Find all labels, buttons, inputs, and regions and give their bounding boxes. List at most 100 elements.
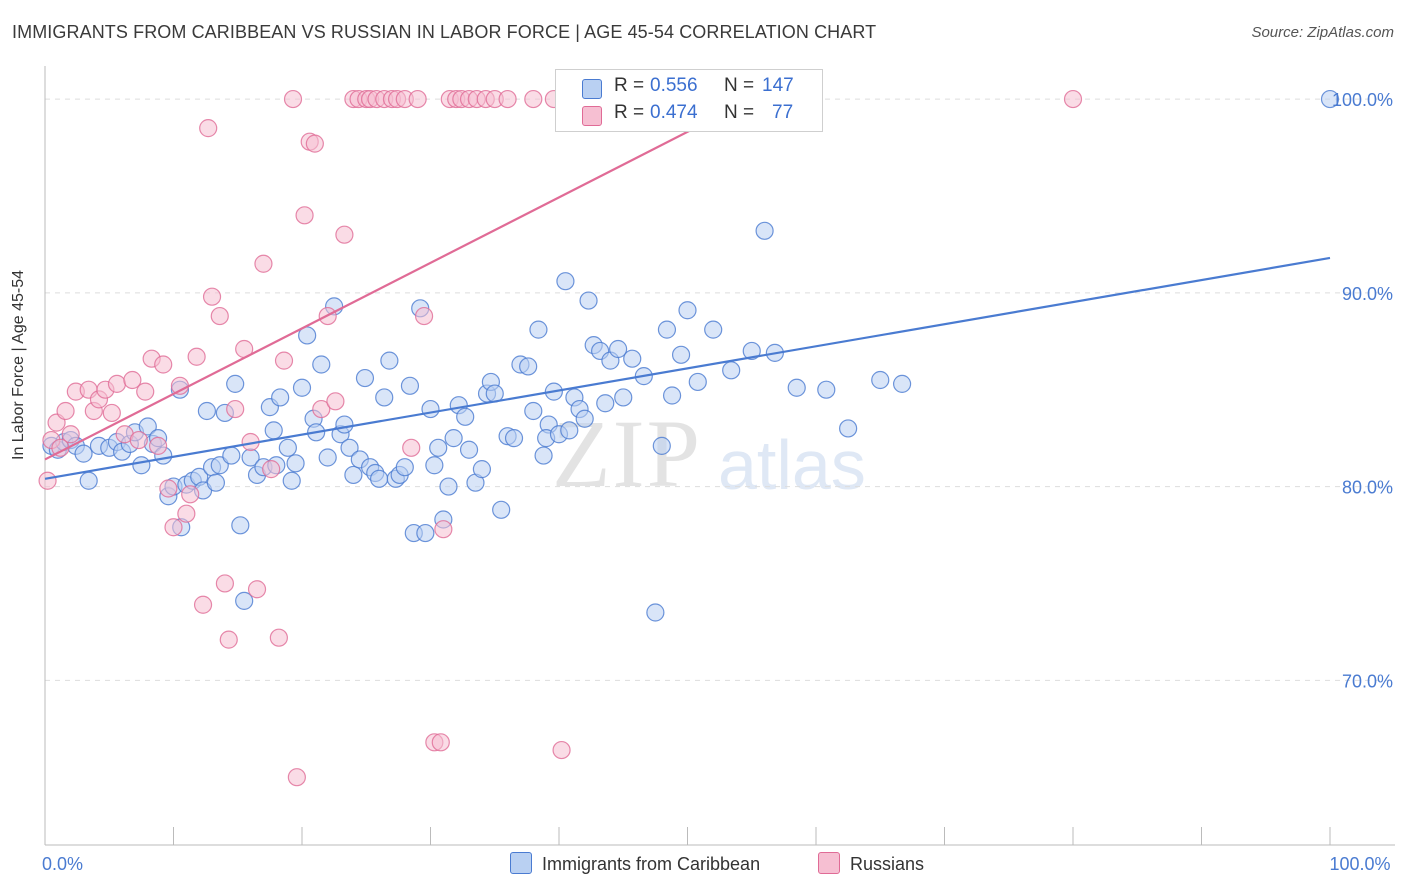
legend-r-value: 0.474 <box>650 102 698 123</box>
data-point <box>222 446 241 465</box>
data-point <box>210 456 229 475</box>
data-point <box>226 374 245 393</box>
data-point <box>102 403 121 423</box>
bottom-legend-caribbean: Immigrants from Caribbean <box>510 852 760 876</box>
data-point <box>652 436 671 455</box>
data-point <box>370 469 389 488</box>
data-point <box>704 320 723 339</box>
data-point <box>123 370 142 390</box>
data-point <box>138 417 157 436</box>
data-point <box>755 221 774 240</box>
legend-n-value: 147 <box>762 75 794 96</box>
x-tick-label: 0.0% <box>42 854 83 874</box>
legend-swatch-russians <box>582 106 602 126</box>
data-point <box>408 89 427 109</box>
trend-lines <box>44 98 1331 480</box>
data-point <box>274 351 294 370</box>
data-point <box>534 446 553 465</box>
data-point <box>247 580 267 599</box>
data-point <box>524 89 543 109</box>
bottom-legend-label: Russians <box>850 854 925 874</box>
watermark-atlas: atlas <box>718 426 866 504</box>
data-point <box>264 421 283 440</box>
data-point <box>148 436 168 455</box>
data-point <box>305 134 324 153</box>
data-point <box>444 429 463 448</box>
data-point <box>340 438 359 457</box>
data-point <box>402 438 421 457</box>
data-point <box>439 477 458 496</box>
data-point <box>529 320 548 339</box>
data-point <box>609 339 628 359</box>
data-point <box>416 523 435 543</box>
data-point <box>839 419 858 438</box>
data-point <box>177 504 196 523</box>
data-point <box>560 421 579 440</box>
data-point <box>425 456 444 475</box>
data-point <box>292 378 312 397</box>
data-point <box>164 518 183 537</box>
data-point <box>262 460 281 479</box>
data-point <box>434 520 453 539</box>
data-point <box>202 287 222 306</box>
data-point <box>344 465 363 485</box>
data-point <box>129 430 148 450</box>
data-point <box>519 357 538 376</box>
data-point <box>335 415 354 434</box>
bottom-legend-label: Immigrants from Caribbean <box>542 854 761 874</box>
data-point <box>231 516 250 535</box>
data-point <box>187 347 206 366</box>
data-point <box>219 630 238 649</box>
bottom-legend-swatch-russians <box>818 852 840 874</box>
legend-n-label: N = <box>724 75 755 96</box>
data-point <box>283 89 303 109</box>
data-point <box>107 374 127 393</box>
data-point <box>159 479 178 498</box>
data-point <box>318 448 337 467</box>
data-point <box>226 399 245 419</box>
data-point <box>395 458 414 477</box>
data-point <box>269 628 288 647</box>
data-point <box>414 306 434 326</box>
data-point <box>678 301 697 320</box>
series-caribbean-points <box>42 89 1340 622</box>
data-point <box>1063 89 1083 109</box>
source-label: Source: ZipAtlas.com <box>1251 24 1394 41</box>
data-point <box>154 355 173 374</box>
data-point <box>295 206 314 225</box>
data-point <box>688 372 707 392</box>
data-point <box>355 368 375 388</box>
data-point <box>657 320 677 339</box>
data-point <box>892 374 912 393</box>
data-point <box>722 361 741 380</box>
y-tick-label: 100.0% <box>1332 90 1393 110</box>
data-point <box>662 386 682 405</box>
data-point <box>524 401 543 421</box>
trend-line-caribbean <box>44 256 1331 480</box>
legend-swatch-caribbean <box>582 79 602 99</box>
data-point <box>1320 89 1340 109</box>
bottom-legend-russians: Russians <box>818 852 924 876</box>
correlation-legend: R = 0.556 N = 147 R = 0.474 N = 77 <box>555 69 823 132</box>
legend-n-value: 77 <box>772 102 794 123</box>
data-point <box>235 591 254 610</box>
data-point <box>871 370 890 390</box>
bottom-legend-swatch-caribbean <box>510 852 532 874</box>
data-point <box>421 399 440 419</box>
data-point <box>278 438 297 457</box>
data-point <box>312 355 331 374</box>
legend-r-label: R = <box>614 102 645 123</box>
legend-n-label: N = <box>724 102 755 123</box>
data-point <box>61 425 80 444</box>
data-point <box>287 768 306 787</box>
data-point <box>56 401 75 421</box>
data-point <box>254 254 273 273</box>
chart-title: IMMIGRANTS FROM CARIBBEAN VS RUSSIAN IN … <box>12 22 877 42</box>
data-point <box>380 351 399 370</box>
data-point <box>671 345 691 364</box>
data-point <box>197 401 217 421</box>
data-point <box>38 471 57 490</box>
data-point <box>787 378 806 397</box>
data-point <box>74 444 93 463</box>
